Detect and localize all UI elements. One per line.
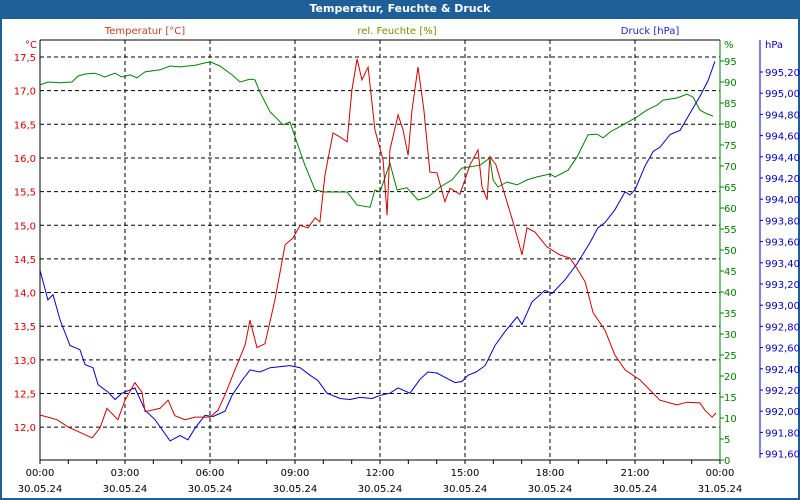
temperature-tick-label: 12,0 — [14, 423, 36, 434]
x-tick-date: 30.05.24 — [528, 484, 573, 495]
x-tick-time: 00:00 — [706, 468, 735, 479]
humidity-tick-label: 90 — [724, 78, 737, 89]
humidity-tick-label: 50 — [724, 246, 737, 257]
humidity-tick-label: 80 — [724, 120, 737, 131]
humidity-tick-label: 25 — [724, 351, 737, 362]
x-tick-time: 00:00 — [26, 468, 55, 479]
temperature-tick-label: 14,5 — [14, 255, 36, 266]
temperature-tick-label: 13,0 — [14, 356, 36, 367]
humidity-tick-label: 0 — [724, 456, 730, 467]
x-tick-date: 31.05.24 — [698, 484, 743, 495]
humidity-tick-label: 20 — [724, 372, 737, 383]
humidity-tick-label: 55 — [724, 225, 737, 236]
temperature-unit: °C — [25, 40, 37, 51]
x-tick-date: 30.05.24 — [18, 484, 63, 495]
humidity-tick-label: 95 — [724, 57, 737, 68]
pressure-tick-label: 993,00 — [765, 301, 800, 312]
humidity-tick-label: 70 — [724, 162, 737, 173]
humidity-tick-label: 15 — [724, 393, 737, 404]
humidity-tick-label: 35 — [724, 309, 737, 320]
humidity-tick-label: 30 — [724, 330, 737, 341]
temperature-tick-label: 17,5 — [14, 53, 36, 64]
pressure-axis-title: Druck [hPa] — [621, 26, 680, 37]
pressure-tick-label: 991,60 — [765, 450, 800, 461]
pressure-tick-label: 995,00 — [765, 89, 800, 100]
temperature-tick-label: 15,5 — [14, 188, 36, 199]
humidity-axis-title: rel. Feuchte [%] — [357, 26, 436, 37]
pressure-tick-label: 994,80 — [765, 110, 800, 121]
pressure-tick-label: 992,00 — [765, 407, 800, 418]
x-tick-time: 12:00 — [366, 468, 395, 479]
temperature-tick-label: 16,0 — [14, 154, 36, 165]
temperature-axis-title: Temperatur [°C] — [104, 26, 185, 37]
x-tick-date: 30.05.24 — [613, 484, 658, 495]
pressure-unit: hPa — [765, 40, 783, 51]
x-tick-date: 30.05.24 — [273, 484, 318, 495]
pressure-tick-label: 993,60 — [765, 238, 800, 249]
pressure-series-line — [39, 61, 716, 442]
x-tick-date: 30.05.24 — [358, 484, 403, 495]
pressure-tick-label: 994,60 — [765, 132, 800, 143]
temperature-tick-label: 12,5 — [14, 390, 36, 401]
x-tick-time: 15:00 — [451, 468, 480, 479]
pressure-tick-label: 993,40 — [765, 259, 800, 270]
pressure-tick-label: 993,20 — [765, 280, 800, 291]
humidity-tick-label: 10 — [724, 414, 737, 425]
pressure-tick-label: 992,60 — [765, 344, 800, 355]
x-tick-time: 03:00 — [111, 468, 140, 479]
x-tick-date: 30.05.24 — [103, 484, 148, 495]
pressure-tick-label: 991,80 — [765, 428, 800, 439]
humidity-tick-label: 40 — [724, 288, 737, 299]
x-tick-date: 30.05.24 — [443, 484, 488, 495]
humidity-tick-label: 75 — [724, 141, 737, 152]
window-title: Temperatur, Feuchte & Druck — [0, 0, 800, 19]
x-tick-date: 30.05.24 — [188, 484, 233, 495]
pressure-tick-label: 995,20 — [765, 68, 800, 79]
humidity-series-line — [39, 61, 714, 208]
humidity-unit: % — [724, 40, 734, 51]
humidity-tick-label: 45 — [724, 267, 737, 278]
x-tick-time: 21:00 — [621, 468, 650, 479]
temperature-tick-label: 17,0 — [14, 87, 36, 98]
temperature-tick-label: 13,5 — [14, 322, 36, 333]
pressure-tick-label: 992,20 — [765, 386, 800, 397]
pressure-tick-label: 992,40 — [765, 365, 800, 376]
humidity-tick-label: 85 — [724, 99, 737, 110]
temperature-series-line — [39, 58, 717, 439]
x-tick-time: 09:00 — [281, 468, 310, 479]
temperature-tick-label: 14,0 — [14, 289, 36, 300]
pressure-tick-label: 994,20 — [765, 174, 800, 185]
pressure-tick-label: 992,80 — [765, 322, 800, 333]
temperature-tick-label: 16,5 — [14, 120, 36, 131]
x-tick-time: 18:00 — [536, 468, 565, 479]
x-tick-time: 06:00 — [196, 468, 225, 479]
humidity-tick-label: 60 — [724, 204, 737, 215]
pressure-tick-label: 994,40 — [765, 153, 800, 164]
pressure-tick-label: 994,00 — [765, 195, 800, 206]
temperature-tick-label: 15,0 — [14, 221, 36, 232]
humidity-tick-label: 65 — [724, 183, 737, 194]
humidity-tick-label: 5 — [724, 435, 730, 446]
pressure-tick-label: 993,80 — [765, 216, 800, 227]
